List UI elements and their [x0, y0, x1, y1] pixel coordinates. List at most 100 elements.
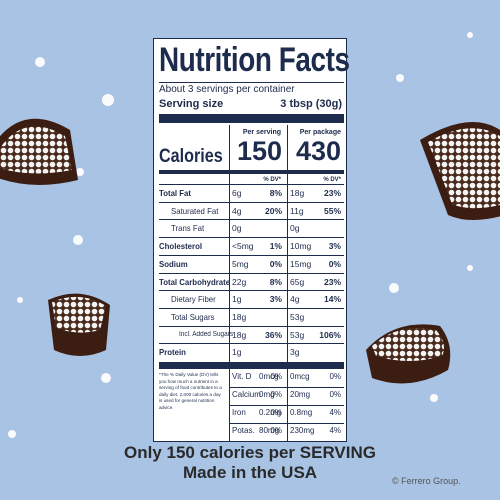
candy	[0, 118, 78, 185]
nutrition-label: Nutrition Facts About 3 servings per cont…	[153, 38, 350, 442]
amount: 0mcg	[259, 372, 279, 381]
nutrient-name: Saturated Fat	[171, 205, 219, 216]
row-rule	[159, 325, 344, 327]
amount: 15mg	[290, 258, 312, 269]
servings: About 3 servings per container	[159, 84, 295, 95]
amount: 0g	[232, 223, 242, 234]
serving-size: 3 tbsp (30g)	[280, 98, 342, 110]
daily-value: 8%	[269, 276, 282, 287]
amount: 10mg	[290, 241, 312, 252]
amount: 1g	[232, 294, 242, 305]
amount: 18g	[232, 311, 247, 322]
row-rule	[159, 343, 344, 344]
amount: 18g	[290, 188, 305, 198]
row-rule	[159, 201, 344, 203]
calories-value: 150	[236, 136, 282, 166]
nutrient-name: Total Fat	[159, 188, 192, 198]
daily-value: 106%	[319, 329, 341, 340]
amount: 80mg	[259, 426, 280, 435]
amount: 0mcg	[290, 372, 310, 381]
rule	[159, 82, 344, 83]
footnote: *The % Daily Value (DV) tells you how mu…	[159, 372, 222, 410]
amount: 11g	[290, 205, 304, 216]
nutrient-name: Protein	[159, 347, 186, 358]
column-header: Per package	[299, 129, 341, 136]
amount: 0mg	[259, 390, 275, 399]
row-rule	[159, 272, 344, 274]
amount: 53g	[290, 329, 305, 340]
column-divider	[229, 125, 230, 441]
caption: Made in the USA	[182, 463, 318, 482]
amount: 0g	[290, 223, 300, 234]
row-rule	[159, 254, 344, 256]
daily-value: 23%	[323, 188, 341, 198]
candy	[420, 122, 500, 220]
daily-value: 3%	[328, 241, 341, 252]
daily-value: 4%	[329, 426, 341, 435]
medium-rule	[159, 170, 344, 174]
serving-size-label: Serving size	[159, 98, 224, 110]
row-rule	[159, 184, 344, 185]
candy	[366, 324, 451, 384]
daily-value: 23%	[323, 276, 341, 287]
candy	[48, 293, 110, 356]
row-rule	[230, 387, 344, 388]
amount: 4g	[290, 294, 300, 305]
daily-value: 55%	[323, 205, 341, 216]
amount: 6g	[232, 188, 242, 198]
title: Nutrition Facts	[159, 41, 350, 79]
amount: 230mg	[290, 426, 315, 435]
row-rule	[159, 290, 344, 291]
nutrient-name: Dietary Fiber	[171, 294, 216, 305]
nutrient-name: Trans Fat	[171, 223, 205, 234]
column-header: Per serving	[242, 129, 281, 136]
daily-value: 0%	[270, 426, 282, 435]
daily-value: 0%	[329, 372, 341, 381]
amount: 22g	[232, 276, 247, 287]
row-rule	[159, 237, 344, 238]
dv-header: % DV*	[323, 177, 341, 183]
row-rule	[230, 405, 344, 406]
thick-rule	[159, 362, 344, 369]
dv-header: % DV*	[263, 177, 281, 183]
nutrient-name: Sodium	[159, 258, 188, 269]
calories-value: 430	[295, 136, 341, 166]
daily-value: 0%	[270, 408, 282, 417]
amount: 18g	[232, 329, 247, 340]
row-rule	[159, 307, 344, 309]
daily-value: 0%	[329, 390, 341, 399]
thick-rule	[159, 114, 344, 123]
amount: 0.8mg	[290, 408, 313, 417]
amount: 4g	[232, 205, 242, 216]
daily-value: 0%	[270, 390, 282, 399]
nutrient-name: Incl. Added Sugars	[179, 330, 234, 338]
daily-value: 0%	[270, 372, 282, 381]
amount: 3g	[290, 347, 300, 358]
amount: 5mg	[232, 258, 249, 269]
amount: 1g	[232, 347, 242, 358]
vitamin-name: Calcium	[232, 390, 261, 399]
daily-value: 36%	[264, 329, 282, 340]
amount: 20mg	[290, 390, 311, 399]
nutrient-name: Total Carbohydrate	[159, 276, 231, 287]
copyright: © Ferrero Group.	[392, 476, 461, 486]
row-rule	[159, 219, 344, 220]
nutrient-name: Cholesterol	[159, 241, 203, 252]
vitamin-name: Potas.	[232, 426, 255, 435]
daily-value: 0%	[269, 258, 282, 269]
vitamin-name: Vit. D	[232, 372, 252, 381]
daily-value: 14%	[323, 294, 341, 305]
caption: Only 150 calories per SERVING	[124, 443, 376, 462]
amount: 0.2mg	[259, 408, 282, 417]
daily-value: 20%	[264, 205, 282, 216]
daily-value: 8%	[269, 188, 282, 198]
daily-value: 0%	[328, 258, 341, 269]
nutrient-name: Total Sugars	[171, 311, 215, 322]
daily-value: 1%	[269, 241, 282, 252]
daily-value: 4%	[329, 408, 341, 417]
amount: 53g	[290, 311, 305, 322]
daily-value: 3%	[269, 294, 282, 305]
amount: <5mg	[232, 241, 254, 252]
